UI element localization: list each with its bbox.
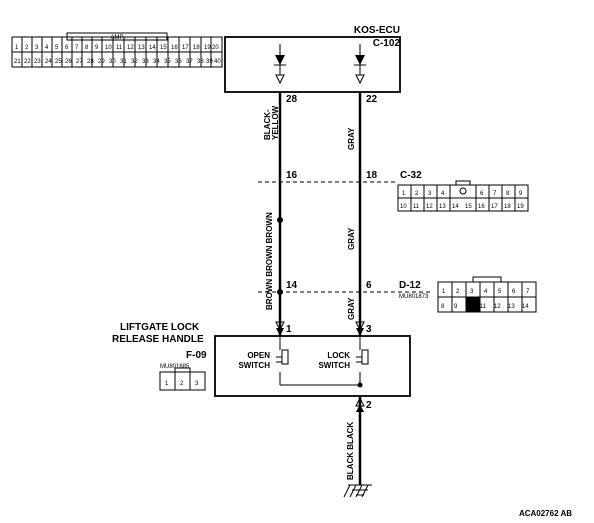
svg-text:7: 7 bbox=[75, 45, 79, 51]
svg-text:LOCK: LOCK bbox=[327, 351, 350, 360]
svg-text:18: 18 bbox=[504, 204, 511, 210]
svg-text:8: 8 bbox=[506, 191, 510, 197]
svg-text:3: 3 bbox=[470, 289, 474, 295]
svg-text:24: 24 bbox=[45, 59, 52, 65]
svg-text:14: 14 bbox=[522, 304, 529, 310]
svg-text:23: 23 bbox=[34, 59, 41, 65]
svg-text:14: 14 bbox=[149, 45, 156, 51]
pin-sw-right: 3 bbox=[366, 324, 372, 335]
pin-sw-left: 1 bbox=[286, 324, 292, 335]
svg-text:11: 11 bbox=[116, 45, 123, 51]
svg-text:7: 7 bbox=[493, 191, 497, 197]
svg-text:13: 13 bbox=[439, 204, 446, 210]
svg-text:11: 11 bbox=[413, 204, 420, 210]
svg-text:4: 4 bbox=[484, 289, 488, 295]
svg-text:9: 9 bbox=[95, 45, 99, 51]
svg-text:8: 8 bbox=[85, 45, 89, 51]
svg-text:3: 3 bbox=[428, 191, 432, 197]
wire-right-gray2: GRAY bbox=[347, 227, 356, 250]
svg-text:19: 19 bbox=[517, 204, 524, 210]
svg-text:15: 15 bbox=[160, 45, 167, 51]
f09-label: F-09 bbox=[186, 350, 207, 361]
conn-c32: 1234 6789 1011121314 1516171819 bbox=[398, 181, 528, 211]
wire-left-brown: BROWN BROWN BROWN bbox=[265, 212, 274, 310]
svg-text:6: 6 bbox=[512, 289, 516, 295]
pin-d12-left: 14 bbox=[286, 280, 298, 291]
svg-text:16: 16 bbox=[478, 204, 485, 210]
pin-ecu-right: 22 bbox=[366, 94, 378, 105]
drawing-ref: ACA02762 AB bbox=[519, 509, 572, 518]
svg-text:14: 14 bbox=[452, 204, 459, 210]
svg-text:4: 4 bbox=[441, 191, 445, 197]
svg-text:9: 9 bbox=[454, 304, 458, 310]
svg-text:13: 13 bbox=[508, 304, 515, 310]
svg-text:15: 15 bbox=[465, 204, 472, 210]
d12-small: MU801873 bbox=[399, 294, 429, 300]
svg-text:10: 10 bbox=[105, 45, 112, 51]
svg-text:1: 1 bbox=[15, 45, 19, 51]
svg-text:AMP: AMP bbox=[110, 35, 123, 41]
wire-right-gray3: GRAY bbox=[347, 297, 356, 320]
svg-text:7: 7 bbox=[526, 289, 530, 295]
svg-text:6: 6 bbox=[480, 191, 484, 197]
svg-text:1: 1 bbox=[402, 191, 406, 197]
svg-text:39: 39 bbox=[206, 59, 213, 65]
svg-text:25: 25 bbox=[55, 59, 62, 65]
svg-text:40: 40 bbox=[214, 59, 221, 65]
svg-text:28: 28 bbox=[87, 59, 94, 65]
svg-text:5: 5 bbox=[55, 45, 59, 51]
c32-label: C-32 bbox=[400, 170, 422, 181]
pin-ecu-left: 28 bbox=[286, 94, 298, 105]
svg-text:17: 17 bbox=[491, 204, 498, 210]
svg-text:12: 12 bbox=[494, 304, 501, 310]
pin-c32-right: 18 bbox=[366, 170, 378, 181]
svg-text:22: 22 bbox=[24, 59, 31, 65]
wire-ground-color: BLACK BLACK bbox=[346, 422, 355, 480]
svg-text:12: 12 bbox=[127, 45, 134, 51]
svg-text:8: 8 bbox=[441, 304, 445, 310]
wire-right-color1: GRAY bbox=[347, 127, 356, 150]
d12-label: D-12 bbox=[399, 280, 421, 291]
svg-text:18: 18 bbox=[193, 45, 200, 51]
liftgate-label1: LIFTGATE LOCK bbox=[120, 322, 200, 333]
pin-ground: 2 bbox=[366, 400, 372, 411]
svg-text:1: 1 bbox=[165, 381, 169, 387]
svg-text:16: 16 bbox=[171, 45, 178, 51]
node-left-1 bbox=[277, 217, 283, 223]
svg-text:5: 5 bbox=[498, 289, 502, 295]
liftgate-label2: RELEASE HANDLE bbox=[112, 334, 204, 345]
ground-symbol bbox=[344, 485, 372, 497]
svg-text:20: 20 bbox=[212, 45, 219, 51]
svg-text:21: 21 bbox=[14, 59, 21, 65]
svg-text:9: 9 bbox=[519, 191, 523, 197]
kos-ecu-conn: C-102 bbox=[373, 38, 401, 49]
wire-left-color2: YELLOW bbox=[271, 105, 280, 140]
svg-text:17: 17 bbox=[182, 45, 189, 51]
svg-text:11: 11 bbox=[480, 304, 487, 310]
svg-text:3: 3 bbox=[195, 381, 199, 387]
svg-text:26: 26 bbox=[65, 59, 72, 65]
svg-text:10: 10 bbox=[400, 204, 407, 210]
pin-c32-left: 16 bbox=[286, 170, 298, 181]
svg-text:2: 2 bbox=[415, 191, 419, 197]
kos-ecu-label: KOS-ECU bbox=[354, 25, 400, 36]
svg-text:3: 3 bbox=[35, 45, 39, 51]
svg-text:OPEN: OPEN bbox=[247, 351, 270, 360]
svg-text:2: 2 bbox=[180, 381, 184, 387]
svg-text:12: 12 bbox=[426, 204, 433, 210]
conn-d12: 1234567 891011121314 bbox=[438, 277, 536, 312]
svg-text:1: 1 bbox=[442, 289, 446, 295]
svg-text:4: 4 bbox=[45, 45, 49, 51]
svg-text:2: 2 bbox=[456, 289, 460, 295]
svg-text:19: 19 bbox=[204, 45, 211, 51]
svg-text:2: 2 bbox=[25, 45, 29, 51]
svg-text:SWITCH: SWITCH bbox=[318, 361, 350, 370]
svg-text:6: 6 bbox=[65, 45, 69, 51]
svg-text:SWITCH: SWITCH bbox=[238, 361, 270, 370]
conn-left-40pin: AMP 12345 678910 1112131415 1617181920 2… bbox=[12, 33, 222, 67]
conn-f09: 1 2 3 bbox=[160, 368, 205, 390]
pin-d12-right: 6 bbox=[366, 280, 372, 291]
svg-text:13: 13 bbox=[138, 45, 145, 51]
